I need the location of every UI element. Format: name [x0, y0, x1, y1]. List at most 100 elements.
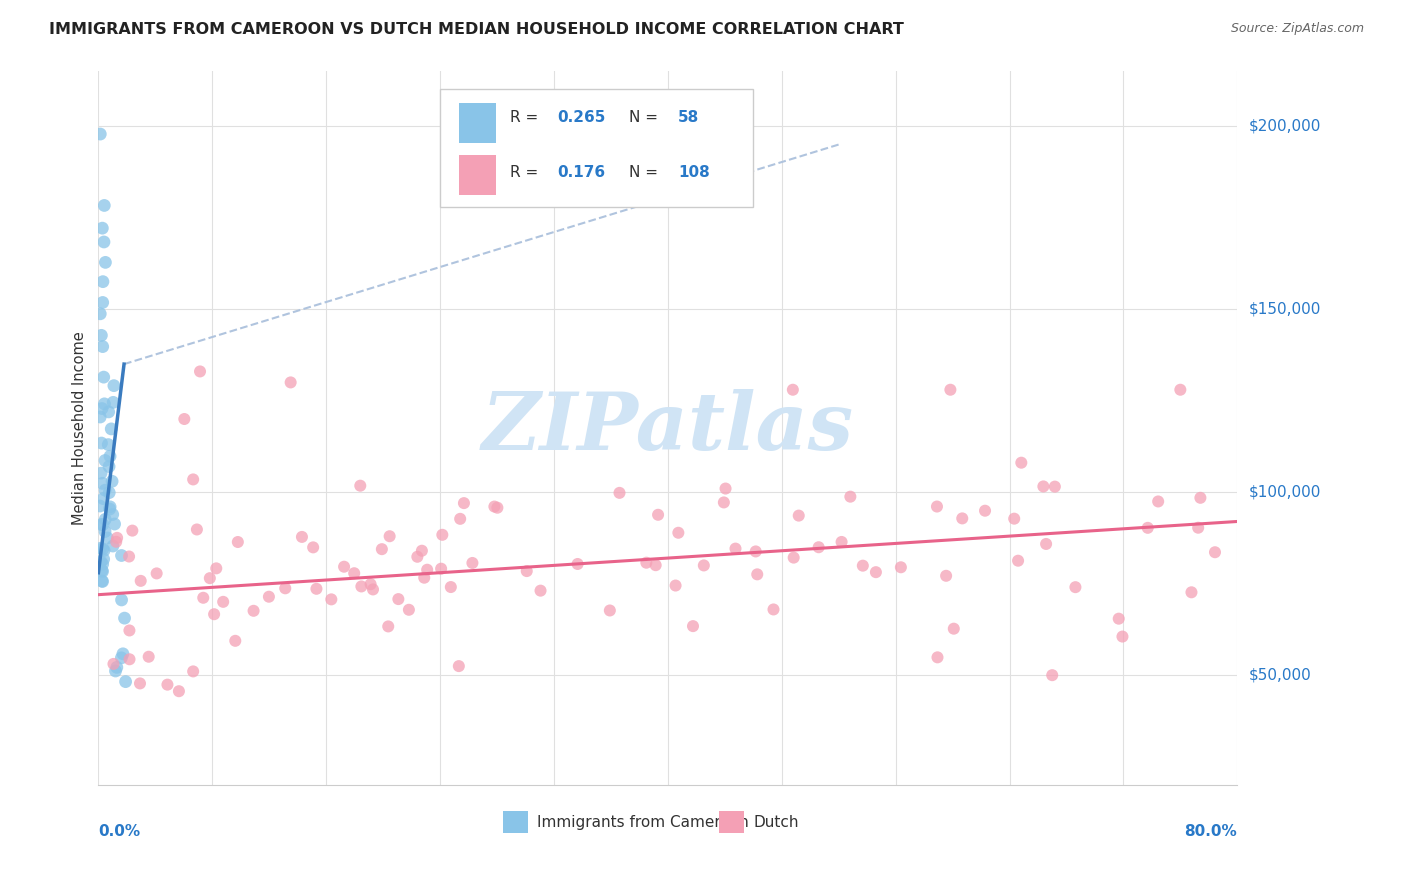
Point: [461, 556, 484, 570]
Point: [91, 275, 114, 289]
Text: IMMIGRANTS FROM CAMEROON VS DUTCH MEDIAN HOUSEHOLD INCOME CORRELATION CHART: IMMIGRANTS FROM CAMEROON VS DUTCH MEDIAN…: [49, 22, 904, 37]
Point: [212, 595, 235, 609]
Point: [98, 502, 121, 516]
Point: [371, 542, 394, 557]
Point: [430, 562, 453, 576]
FancyBboxPatch shape: [440, 89, 754, 207]
Point: [121, 524, 143, 538]
Point: [1170, 383, 1192, 397]
Point: [599, 603, 621, 617]
Point: [413, 571, 436, 585]
Point: [406, 549, 429, 564]
Point: [305, 582, 328, 596]
Point: [378, 529, 401, 543]
Point: [181, 665, 204, 679]
Point: [89, 307, 111, 321]
Point: [1002, 511, 1025, 525]
Point: [93, 198, 115, 212]
Point: [762, 602, 785, 616]
Point: [927, 650, 949, 665]
Point: [890, 560, 912, 574]
Point: [94, 255, 117, 269]
Point: [100, 422, 122, 436]
Point: [644, 558, 666, 573]
Point: [1043, 480, 1066, 494]
Point: [939, 383, 962, 397]
Point: [449, 512, 471, 526]
Point: [349, 478, 371, 492]
Point: [447, 659, 470, 673]
Point: [97, 437, 120, 451]
Point: [782, 383, 804, 397]
Point: [91, 476, 114, 491]
Point: [90, 436, 112, 450]
Y-axis label: Median Household Income: Median Household Income: [72, 331, 87, 525]
Point: [1180, 585, 1202, 599]
Point: [93, 370, 115, 384]
Point: [91, 491, 114, 506]
Point: [807, 540, 830, 554]
Point: [181, 472, 204, 486]
Point: [411, 543, 433, 558]
Point: [682, 619, 704, 633]
Point: [486, 500, 509, 515]
Point: [1010, 456, 1032, 470]
Point: [167, 684, 190, 698]
Point: [226, 535, 249, 549]
Point: [98, 459, 121, 474]
Point: [90, 466, 112, 480]
Point: [647, 508, 669, 522]
Point: [1032, 479, 1054, 493]
Point: [91, 563, 114, 577]
Point: [97, 405, 120, 419]
Point: [350, 579, 373, 593]
Point: [110, 549, 132, 563]
Point: [93, 235, 115, 249]
Point: [865, 565, 887, 579]
Point: [321, 592, 343, 607]
Text: 108: 108: [678, 165, 710, 180]
Point: [747, 567, 769, 582]
Point: [90, 328, 112, 343]
Point: [91, 517, 114, 532]
Point: [91, 557, 114, 571]
Point: [89, 127, 111, 141]
Point: [416, 563, 439, 577]
Point: [280, 376, 302, 390]
Point: [974, 504, 997, 518]
Point: [94, 453, 117, 467]
Text: 58: 58: [678, 110, 699, 125]
Point: [114, 674, 136, 689]
FancyBboxPatch shape: [460, 155, 496, 194]
Point: [1136, 521, 1159, 535]
Point: [105, 534, 128, 549]
Point: [188, 364, 211, 378]
Point: [173, 412, 195, 426]
Point: [567, 557, 589, 571]
Point: [93, 552, 115, 566]
Point: [93, 397, 115, 411]
Point: [105, 660, 128, 674]
Point: [852, 558, 875, 573]
Point: [291, 530, 314, 544]
Point: [440, 580, 463, 594]
Point: [94, 512, 117, 526]
Point: [104, 664, 127, 678]
Point: [529, 583, 551, 598]
Point: [377, 619, 399, 633]
Point: [925, 500, 948, 514]
Point: [198, 571, 221, 585]
Point: [114, 611, 136, 625]
Point: [398, 603, 420, 617]
Point: [205, 561, 228, 575]
Point: [831, 535, 853, 549]
Point: [714, 482, 737, 496]
Point: [664, 578, 686, 592]
Point: [432, 528, 454, 542]
Point: [1147, 494, 1170, 508]
Point: [138, 649, 160, 664]
Point: [90, 574, 112, 588]
Point: [193, 591, 215, 605]
Point: [98, 500, 121, 514]
Text: $100,000: $100,000: [1249, 484, 1320, 500]
